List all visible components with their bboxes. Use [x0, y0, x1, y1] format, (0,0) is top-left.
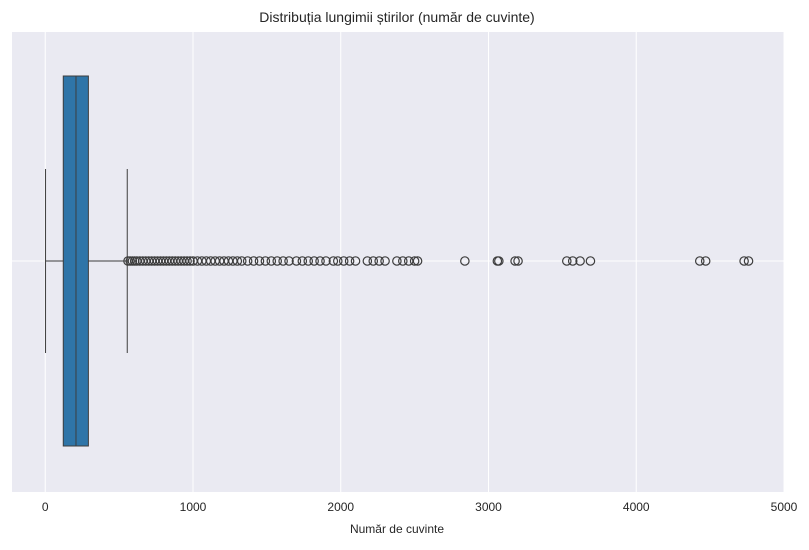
- outlier-point: [328, 256, 339, 266]
- outlier-point: [297, 256, 308, 266]
- x-tick-label: 4000: [623, 500, 650, 514]
- outlier-point: [182, 256, 192, 266]
- outlier-point: [266, 256, 277, 266]
- outlier-point: [232, 256, 243, 266]
- outlier-point: [303, 256, 314, 266]
- outlier-point: [409, 256, 420, 266]
- outlier-point: [374, 256, 384, 266]
- outlier-point: [332, 256, 343, 266]
- x-axis-title: Număr de cuvinte: [350, 522, 444, 536]
- outlier-point: [392, 256, 402, 266]
- chart-title: Distribuția lungimii știrilor (număr de …: [259, 9, 534, 25]
- x-tick-label: 3000: [475, 500, 502, 514]
- outlier-point: [185, 256, 195, 266]
- outlier-point: [248, 256, 259, 266]
- outlier-point: [513, 256, 523, 266]
- outlier-point: [743, 256, 754, 266]
- x-tick-label: 0: [42, 500, 49, 514]
- outlier-point: [272, 256, 283, 266]
- outlier-point: [412, 256, 423, 266]
- outlier-point: [278, 256, 288, 266]
- outlier-point: [260, 256, 271, 266]
- outlier-point: [242, 256, 253, 266]
- outlier-point: [494, 256, 504, 266]
- x-axis-ticks: 0 1000 2000 3000 4000 5000: [42, 500, 798, 514]
- outlier-point: [460, 256, 470, 266]
- outlier-point: [284, 256, 294, 266]
- outlier-point: [321, 256, 331, 266]
- outlier-point: [585, 256, 596, 266]
- outlier-point: [338, 256, 349, 266]
- outlier-point: [567, 256, 578, 266]
- x-tick-label: 2000: [327, 500, 354, 514]
- outlier-point: [575, 256, 585, 266]
- outlier-point: [350, 256, 361, 266]
- outlier-point: [694, 256, 705, 266]
- outlier-point: [380, 256, 390, 266]
- outlier-point: [700, 256, 711, 266]
- outlier-points: [123, 256, 754, 266]
- outlier-point: [739, 256, 749, 266]
- outlier-point: [398, 256, 408, 266]
- outlier-point: [368, 256, 379, 266]
- x-tick-label: 5000: [771, 500, 798, 514]
- outlier-point: [315, 256, 325, 266]
- outlier-point: [254, 256, 265, 266]
- outlier-point: [562, 256, 572, 266]
- outlier-point: [291, 256, 302, 266]
- outlier-point: [344, 256, 355, 266]
- outlier-point: [510, 256, 520, 266]
- outlier-point: [309, 256, 319, 266]
- x-tick-label: 1000: [180, 500, 207, 514]
- outlier-point: [236, 256, 247, 266]
- box-plot: [45, 75, 128, 447]
- outlier-point: [362, 256, 373, 266]
